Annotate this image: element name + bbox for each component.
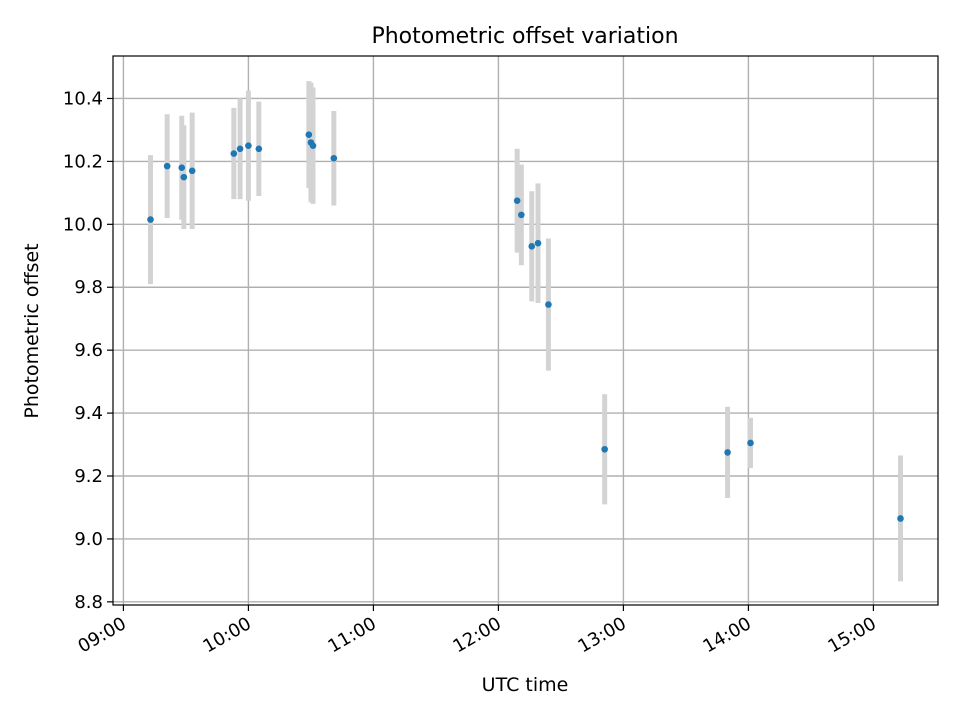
data-point <box>178 164 186 171</box>
y-tick-label: 10.0 <box>63 214 103 235</box>
data-point <box>528 243 536 250</box>
data-point <box>147 216 154 223</box>
y-tick-label: 10.4 <box>63 88 103 109</box>
chart-title: Photometric offset variation <box>371 24 678 49</box>
y-tick-label: 9.2 <box>74 466 103 487</box>
y-tick-label: 8.8 <box>74 592 103 613</box>
data-point <box>309 142 317 149</box>
data-point <box>230 150 238 157</box>
y-tick-label: 9.0 <box>74 529 103 550</box>
data-point <box>545 301 552 308</box>
data-point <box>518 211 525 219</box>
grid-layer <box>113 56 938 605</box>
data-point <box>330 154 338 162</box>
y-axis-label: Photometric offset <box>21 243 43 418</box>
data-point <box>245 142 252 149</box>
point-layer <box>147 131 904 522</box>
y-tick-label: 9.6 <box>74 340 103 361</box>
data-point <box>534 239 542 247</box>
y-tick-label: 10.2 <box>63 151 103 172</box>
data-point <box>163 162 171 170</box>
y-tick-label: 9.4 <box>74 403 103 424</box>
plot-frame <box>112 55 939 606</box>
data-point <box>255 145 263 153</box>
data-point <box>305 131 313 138</box>
data-point <box>513 197 521 205</box>
x-axis-label: UTC time <box>482 674 569 696</box>
data-point <box>180 173 188 181</box>
data-point <box>601 445 608 453</box>
data-point <box>724 449 731 456</box>
data-point <box>747 439 754 447</box>
y-axis-ticks: 8.8 9.0 9.2 9.4 9.6 9.8 10.0 10.2 10.4 <box>63 88 113 613</box>
data-point <box>236 145 244 153</box>
data-point <box>188 167 196 175</box>
data-point <box>897 515 904 522</box>
y-tick-label: 9.8 <box>74 277 103 298</box>
